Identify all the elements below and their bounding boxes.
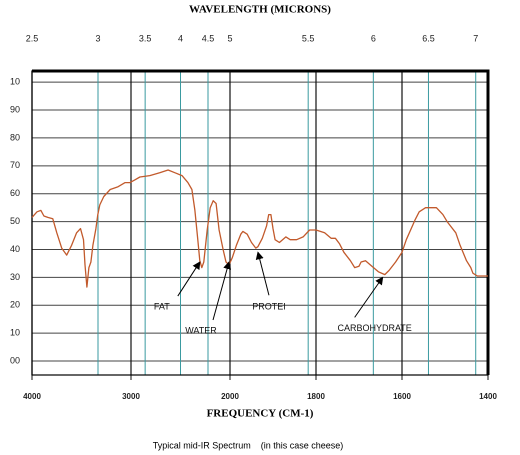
y-tick-label: 10 — [10, 328, 20, 338]
x2-tick-label: 5.5 — [302, 33, 315, 43]
y-tick-label: 30 — [10, 272, 20, 282]
x-axis-title: FREQUENCY (CM-1) — [207, 408, 314, 420]
x-tick-label: 1600 — [393, 392, 411, 401]
x2-tick-label: 3 — [95, 33, 100, 43]
x2-tick-label: 7 — [473, 33, 478, 43]
y-tick-label: 40 — [10, 244, 20, 254]
x2-tick-label: 6 — [371, 33, 376, 43]
annotation-arrow — [212, 261, 232, 321]
y-tick-label: 70 — [10, 160, 20, 170]
annotation-arrow — [354, 276, 384, 318]
x2-tick-label: 5 — [227, 33, 232, 43]
x-tick-label: 4000 — [23, 392, 41, 401]
x2-tick-label: 3.5 — [139, 33, 152, 43]
annotation-label: CARBOHYDRATE — [337, 323, 411, 333]
annotation-label: WATER — [185, 325, 217, 335]
annotation-arrow — [255, 251, 270, 296]
caption: Typical mid-IR Spectrum (in this case ch… — [153, 440, 344, 450]
x2-tick-label: 4.5 — [202, 33, 215, 43]
y-tick-label: 10 — [10, 77, 20, 87]
annotation-arrow — [177, 261, 201, 297]
x2-tick-label: 6.5 — [422, 33, 435, 43]
y-tick-label: 80 — [10, 132, 20, 142]
y-tick-label: 50 — [10, 216, 20, 226]
annotation-label: FAT — [154, 301, 170, 311]
x-tick-label: 1800 — [307, 392, 325, 401]
y-tick-label: 00 — [10, 355, 20, 365]
x2-axis-title: WAVELENGTH (MICRONS) — [189, 4, 331, 16]
y-tick-label: 90 — [10, 104, 20, 114]
x2-tick-label: 4 — [178, 33, 183, 43]
annotation-label: PROTEI — [252, 302, 286, 312]
y-tick-label: 60 — [10, 188, 20, 198]
x-tick-label: 2000 — [221, 392, 239, 401]
y-tick-label: 20 — [10, 300, 20, 310]
x-tick-label: 3000 — [122, 392, 140, 401]
x2-tick-label: 2.5 — [26, 33, 39, 43]
spectrum-line — [31, 169, 488, 288]
x-tick-label: 1400 — [479, 392, 497, 401]
